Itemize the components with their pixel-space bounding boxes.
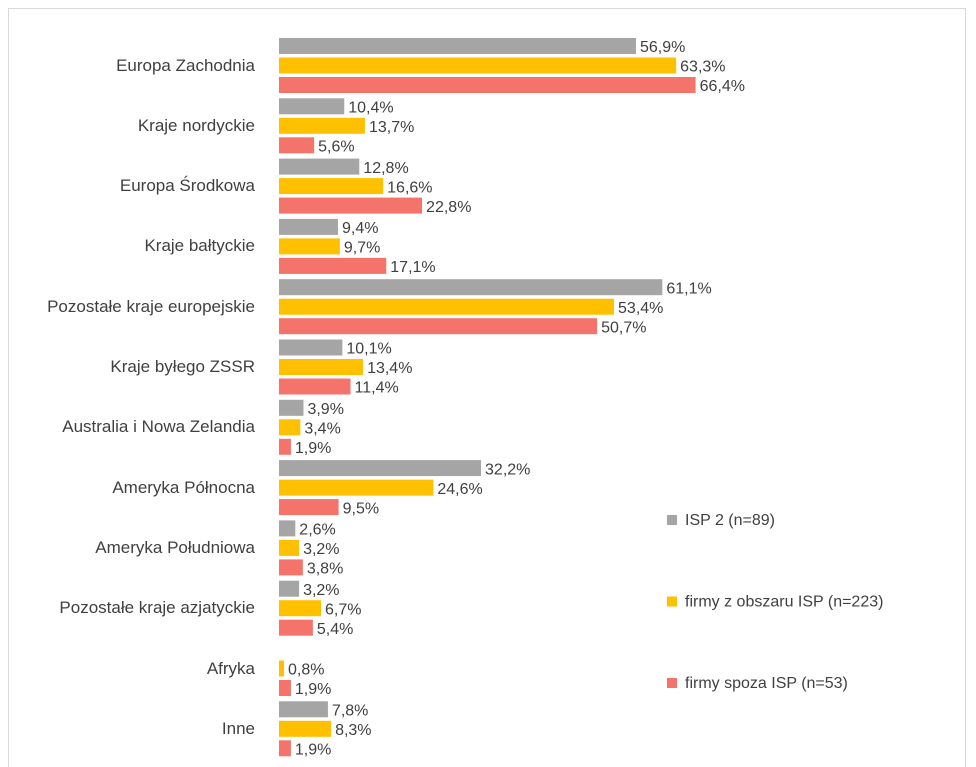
bar [279,38,636,54]
category-label: Australia i Nowa Zelandia [62,417,255,437]
value-label: 5,4% [317,621,353,638]
bar [279,178,384,195]
bar [279,359,364,375]
value-label: 50,7% [601,319,646,336]
bar [279,419,301,436]
value-label: 13,4% [367,360,412,377]
value-label: 3,9% [307,401,343,418]
value-label: 1,9% [295,681,331,698]
value-label: 9,4% [342,220,378,237]
value-label: 1,9% [295,742,331,759]
value-label: 11,4% [355,380,399,397]
bar [279,479,434,496]
bar [279,559,303,576]
category-label: Inne [221,718,255,738]
bar [279,197,423,214]
bar [279,378,351,395]
bar [279,238,340,255]
value-label: 66,4% [700,78,745,95]
bar [279,660,285,677]
bar [279,298,615,315]
category-label: Pozostałe kraje azjatyckie [59,598,255,618]
value-label: 9,7% [344,240,380,257]
value-label: 3,4% [304,421,340,438]
value-label: 6,7% [325,601,361,618]
value-label: 7,8% [332,703,368,720]
value-label: 10,1% [346,341,391,358]
value-label: 10,4% [348,100,393,117]
bar [279,158,360,175]
value-label: 16,6% [387,179,432,196]
bar [279,720,332,737]
bar [279,520,296,537]
value-label: 13,7% [369,119,414,136]
bar [279,218,338,235]
value-label: 63,3% [680,59,725,76]
bar [279,539,300,556]
category-label: Kraje nordyckie [137,115,255,135]
bar [279,257,387,274]
value-label: 61,1% [666,280,711,297]
legend-label: ISP 2 (n=89) [685,512,775,529]
category-label: Europa Środkowa [119,176,255,196]
value-label: 24,6% [437,481,482,498]
bar [279,499,339,516]
bar [279,619,313,636]
category-label: Ameryka Południowa [95,537,255,557]
category-label: Ameryka Północna [112,477,255,497]
bar [279,680,291,696]
bar [279,460,482,477]
value-label: 1,9% [295,440,331,457]
bar [279,399,304,416]
bar [279,339,343,356]
value-label: 3,2% [303,541,339,558]
bar [279,438,291,455]
value-label: 5,6% [318,139,354,156]
category-label: Kraje bałtyckie [144,236,255,256]
value-label: 3,2% [303,582,339,599]
bar [279,77,696,93]
value-label: 56,9% [640,39,685,56]
bar [279,117,365,134]
bar [279,580,300,597]
legend-label: firmy spoza ISP (n=53) [685,675,848,692]
bar [279,57,677,74]
value-label: 3,8% [307,561,343,578]
bar [279,137,315,154]
chart-frame [8,8,966,767]
value-label: 17,1% [390,259,435,276]
legend-marker [667,515,677,525]
category-label: Europa Zachodnia [116,55,255,75]
legend-marker [667,678,677,688]
bar [279,701,328,718]
value-label: 32,2% [485,461,530,478]
category-label: Pozostałe kraje europejskie [47,296,255,316]
value-label: 12,8% [363,160,408,177]
value-label: 0,8% [288,662,324,679]
value-label: 22,8% [426,199,471,216]
category-label: Afryka [206,658,255,678]
value-label: 53,4% [618,300,663,317]
value-label: 9,5% [343,500,379,517]
value-label: 2,6% [299,522,335,539]
bar [279,98,345,115]
bar [279,600,322,617]
legend-label: firmy z obszaru ISP (n=223) [685,594,883,611]
bar [279,740,291,757]
bar [279,318,598,335]
legend-marker [667,596,677,607]
category-label: Kraje byłego ZSSR [110,357,255,376]
bar [279,279,663,296]
value-label: 8,3% [335,722,371,739]
